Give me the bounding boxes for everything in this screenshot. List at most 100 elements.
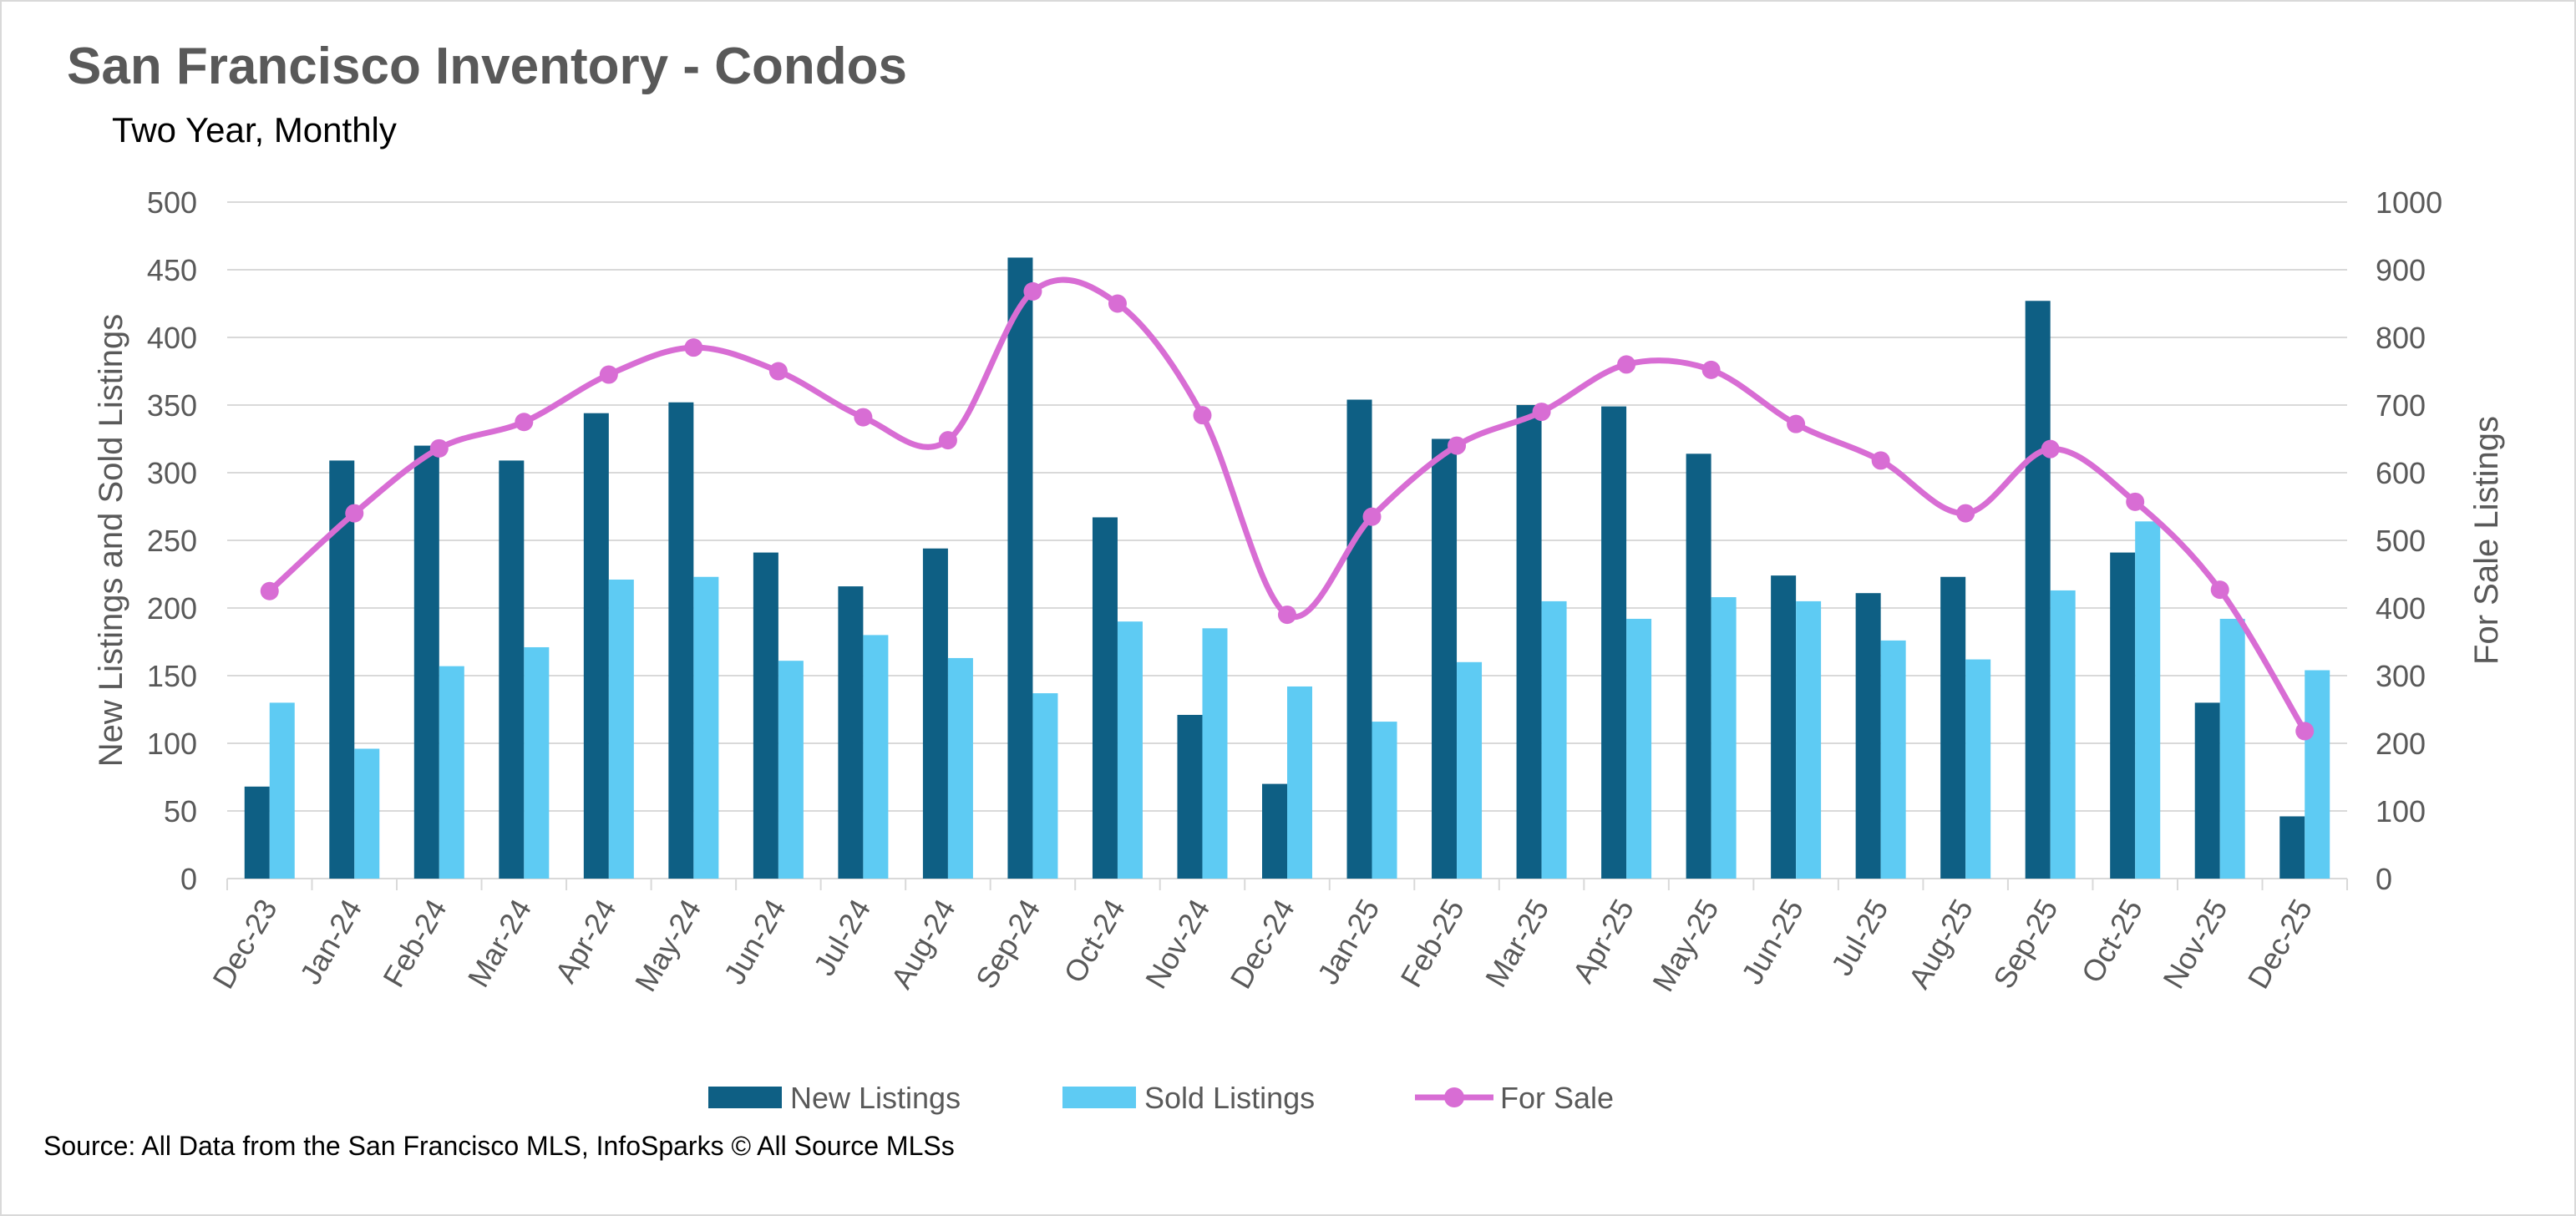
y-tick-label: 0	[180, 862, 197, 896]
legend: New Listings Sold Listings For Sale	[708, 1081, 1614, 1115]
bar-new-listings	[1855, 593, 1881, 879]
x-tick-label: Oct-24	[1057, 894, 1132, 989]
y2-tick-label: 800	[2376, 321, 2426, 355]
for-sale-point	[684, 338, 703, 357]
x-tick-label: Sep-25	[1986, 894, 2065, 995]
gridlines	[227, 201, 2347, 879]
for-sale-point	[515, 413, 534, 432]
x-tick-label: Dec-23	[205, 894, 284, 995]
bar-new-listings	[1601, 406, 1627, 879]
y2-tick-label: 100	[2376, 794, 2426, 828]
y-tick-label: 350	[147, 388, 197, 423]
for-sale-point	[938, 431, 957, 450]
y-tick-label: 500	[147, 185, 197, 220]
chart-subtitle: Two Year, Monthly	[112, 110, 397, 149]
line-series	[260, 276, 2315, 741]
y2-tick-label: 700	[2376, 388, 2426, 423]
y2-tick-label: 300	[2376, 659, 2426, 693]
bar-sold-listings	[1965, 659, 1991, 879]
chart-title: San Francisco Inventory - Condos	[67, 38, 907, 95]
y2-tick-label: 200	[2376, 727, 2426, 761]
bar-sold-listings	[1032, 693, 1058, 879]
bar-new-listings	[1262, 783, 1287, 879]
legend-label-new-listings: New Listings	[790, 1081, 961, 1115]
bar-sold-listings	[1626, 618, 1652, 879]
bar-sold-listings	[2135, 521, 2161, 879]
for-sale-point	[1532, 403, 1551, 422]
for-sale-point	[1701, 360, 1721, 379]
y-tick-label: 50	[164, 794, 197, 828]
bar-new-listings	[2110, 552, 2136, 879]
x-tick-label: Jun-25	[1735, 894, 1811, 991]
bar-sold-listings	[354, 748, 380, 879]
bar-sold-listings	[863, 635, 889, 879]
bar-sold-listings	[1117, 621, 1143, 879]
x-tick-label: May-25	[1645, 894, 1726, 997]
x-tick-label: Feb-25	[1393, 894, 1471, 993]
x-tick-label: Aug-25	[1902, 894, 1980, 995]
for-sale-point	[854, 408, 873, 427]
for-sale-line	[267, 276, 2308, 733]
x-tick-label: Nov-24	[1138, 894, 1217, 995]
for-sale-point	[2295, 722, 2315, 741]
bar-new-listings	[1432, 438, 1458, 879]
for-sale-point	[1362, 507, 1382, 526]
y-tick-label: 150	[147, 659, 197, 693]
bar-sold-listings	[524, 646, 550, 879]
y-tick-label: 400	[147, 321, 197, 355]
y2-tick-label: 900	[2376, 253, 2426, 287]
y2-axis-title: For Sale Listings	[2468, 416, 2505, 665]
bar-new-listings	[1686, 453, 1711, 879]
x-tick-label: Jan-25	[1311, 894, 1387, 991]
bar-sold-listings	[1372, 722, 1397, 879]
legend-swatch-new-listings	[708, 1087, 782, 1108]
for-sale-point	[2126, 492, 2145, 511]
for-sale-point	[1956, 504, 1975, 523]
x-tick-label: Jan-24	[293, 894, 369, 991]
bar-sold-listings	[1202, 628, 1228, 879]
y-tick-label: 300	[147, 456, 197, 490]
bar-new-listings	[922, 548, 948, 879]
bar-new-listings	[499, 460, 525, 879]
x-tick-label: Nov-25	[2156, 894, 2234, 995]
for-sale-point	[1448, 436, 1467, 455]
for-sale-point	[1278, 605, 1296, 625]
x-tick-label: Mar-24	[461, 894, 539, 993]
bar-new-listings	[2194, 702, 2220, 879]
bar-new-listings	[1177, 714, 1203, 879]
x-tick-label: May-24	[628, 894, 708, 997]
bar-sold-listings	[608, 579, 634, 879]
bar-new-listings	[1940, 576, 1966, 879]
bar-sold-listings	[1457, 661, 1483, 879]
for-sale-point	[260, 581, 279, 600]
bar-new-listings	[244, 786, 270, 879]
y2-tick-label: 500	[2376, 524, 2426, 558]
for-sale-point	[429, 438, 449, 458]
for-sale-point	[1023, 281, 1042, 301]
bar-new-listings	[2025, 301, 2051, 879]
bar-new-listings	[1771, 575, 1797, 879]
bar-new-listings	[753, 552, 778, 879]
bar-new-listings	[1092, 517, 1118, 879]
bar-sold-listings	[269, 702, 295, 879]
x-tick-label: Jul-24	[807, 894, 878, 981]
bar-sold-listings	[2050, 590, 2076, 879]
bar-new-listings	[1007, 257, 1033, 879]
legend-marker-for-sale	[1444, 1087, 1464, 1107]
bar-sold-listings	[947, 657, 973, 879]
x-tick-label: Apr-25	[1565, 894, 1640, 989]
y-axis-title: New Listings and Sold Listings	[93, 314, 129, 768]
x-tick-label: Jun-24	[717, 894, 793, 991]
x-tick-label: Jul-25	[1824, 894, 1895, 981]
bar-sold-listings	[693, 576, 719, 879]
y-tick-label: 450	[147, 253, 197, 287]
x-tick-label: Feb-24	[376, 894, 454, 993]
for-sale-point	[1871, 451, 1890, 470]
bar-new-listings	[413, 445, 439, 879]
y-tick-label: 250	[147, 524, 197, 558]
for-sale-point	[2210, 580, 2229, 600]
x-tick-label: Dec-25	[2241, 894, 2320, 995]
legend-label-for-sale: For Sale	[1500, 1081, 1614, 1115]
bar-sold-listings	[1711, 597, 1737, 879]
